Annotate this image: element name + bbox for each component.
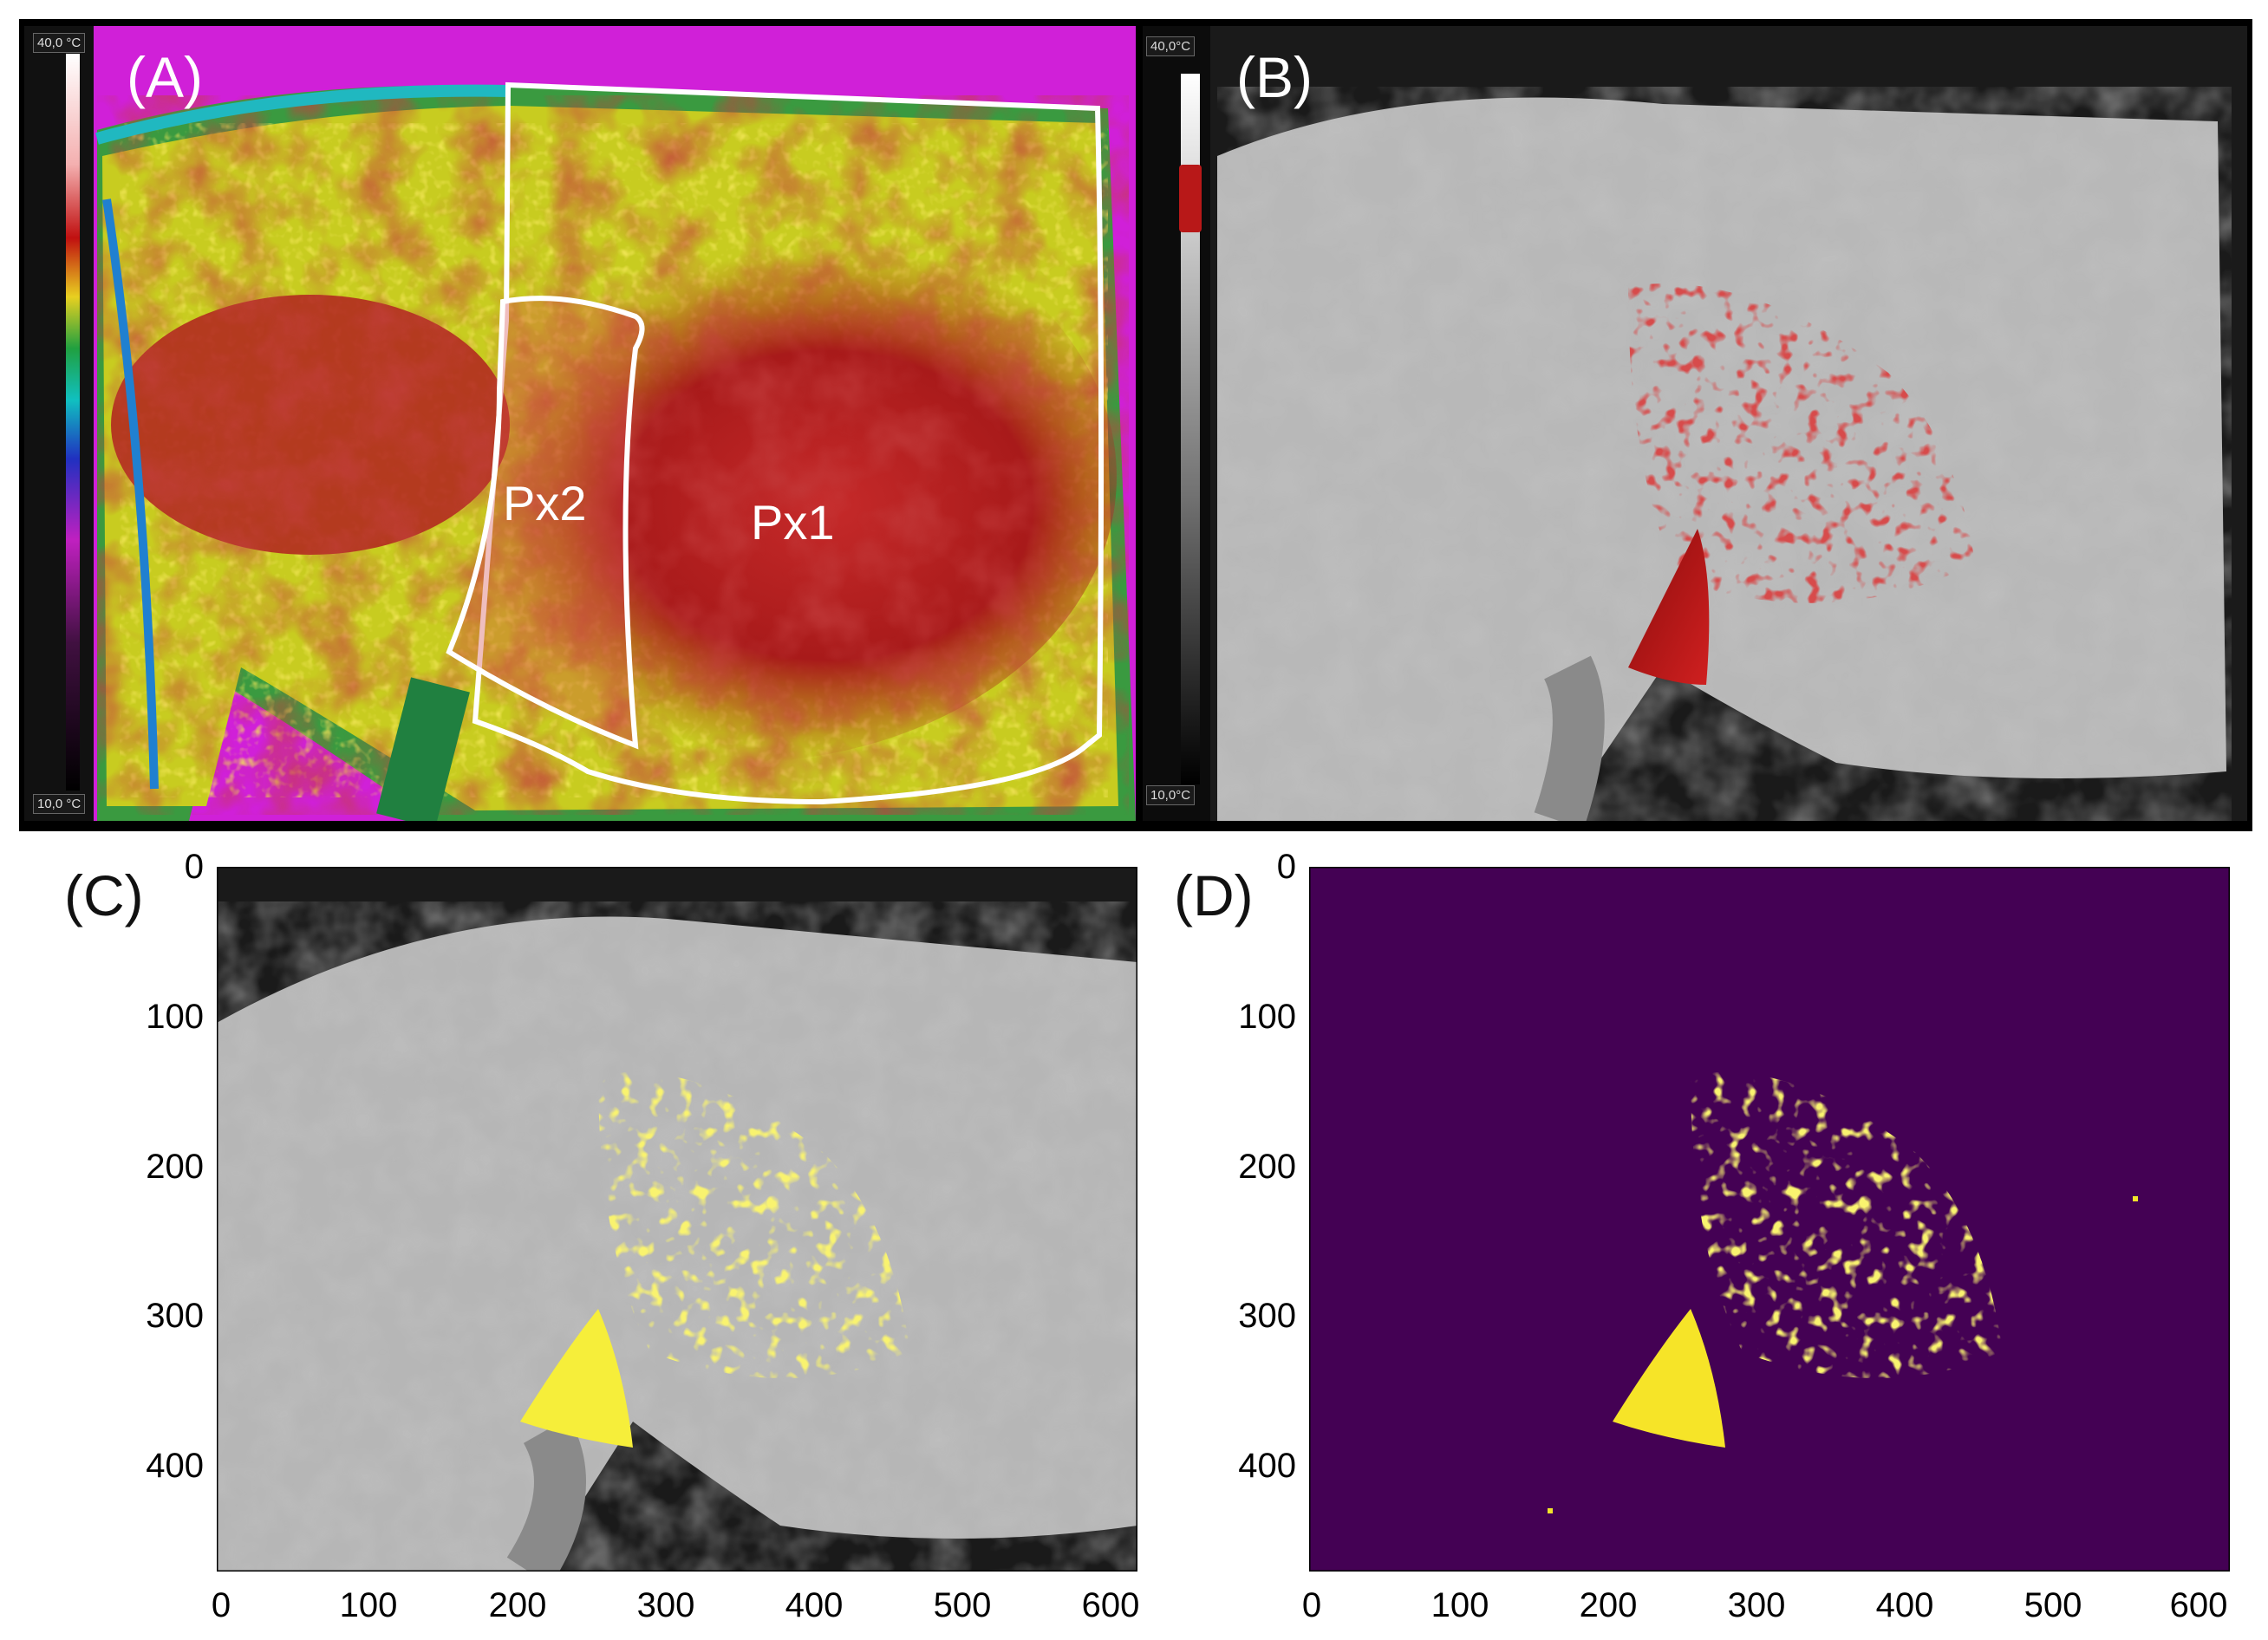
mask-cone-c xyxy=(520,1309,633,1448)
x-tick-d-500: 500 xyxy=(2024,1586,2082,1624)
plot-c-image xyxy=(215,865,1139,1586)
x-tick-d-300: 300 xyxy=(1727,1586,1786,1624)
x-tick-d-200: 200 xyxy=(1579,1586,1638,1624)
x-tick-d-600: 600 xyxy=(2169,1586,2228,1624)
panel-a-thermal: Px1 Px2 (A) 40,0 °C 10,0 °C xyxy=(24,26,1136,829)
scale-max-label-a: 40,0 °C xyxy=(33,33,86,53)
x-tick-d-400: 400 xyxy=(1875,1586,1934,1624)
y-tick-d-0: 0 xyxy=(1276,848,1296,886)
y-tick-d-100: 100 xyxy=(1238,998,1296,1036)
mask-cone-d xyxy=(1613,1309,1725,1448)
scale-min-label-b: 10,0°C xyxy=(1146,785,1196,805)
x-tick-c-300: 300 xyxy=(636,1586,695,1624)
panel-label-c: (C) xyxy=(64,863,144,927)
panel-label-d: (D) xyxy=(1174,863,1254,927)
y-tick-d-400: 400 xyxy=(1238,1447,1296,1485)
panel-c-plot xyxy=(215,865,1139,1586)
overlay-image xyxy=(1143,26,2247,830)
roi-px2-outline xyxy=(446,296,645,750)
color-scale-bar xyxy=(66,54,80,791)
y-tick-c-0: 0 xyxy=(184,848,204,886)
x-tick-c-0: 0 xyxy=(211,1586,231,1624)
x-tick-c-600: 600 xyxy=(1081,1586,1140,1624)
x-tick-c-400: 400 xyxy=(785,1586,844,1624)
x-tick-d-0: 0 xyxy=(1301,1586,1322,1624)
hot-cone-region xyxy=(1628,529,1710,685)
y-tick-c-400: 400 xyxy=(146,1447,204,1485)
panel-label-a: (A) xyxy=(127,45,203,109)
roi-px1-outline xyxy=(472,81,1105,805)
region-label-px1: Px1 xyxy=(751,495,835,550)
y-tick-d-200: 200 xyxy=(1238,1148,1296,1186)
plot-d-mask xyxy=(1307,865,2232,1573)
gray-scale-bar xyxy=(1181,74,1200,784)
x-tick-d-100: 100 xyxy=(1431,1586,1489,1624)
thermal-image: Px1 Px2 xyxy=(24,26,1136,829)
y-tick-c-200: 200 xyxy=(146,1148,204,1186)
x-tick-c-500: 500 xyxy=(933,1586,992,1624)
y-tick-c-300: 300 xyxy=(146,1297,204,1335)
scale-min-label-a: 10,0 °C xyxy=(33,794,86,814)
scale-marker xyxy=(1179,165,1202,232)
panel-d-plot xyxy=(1307,865,2232,1573)
scale-max-label-b: 40,0°C xyxy=(1146,36,1196,56)
region-label-px2: Px2 xyxy=(503,476,587,530)
y-tick-c-100: 100 xyxy=(146,998,204,1036)
x-tick-c-200: 200 xyxy=(488,1586,547,1624)
y-tick-d-300: 300 xyxy=(1238,1297,1296,1335)
panel-label-b: (B) xyxy=(1236,45,1313,109)
panel-b-overlay: (B) 40,0°C 10,0°C xyxy=(1143,26,2247,830)
x-tick-c-100: 100 xyxy=(339,1586,398,1624)
